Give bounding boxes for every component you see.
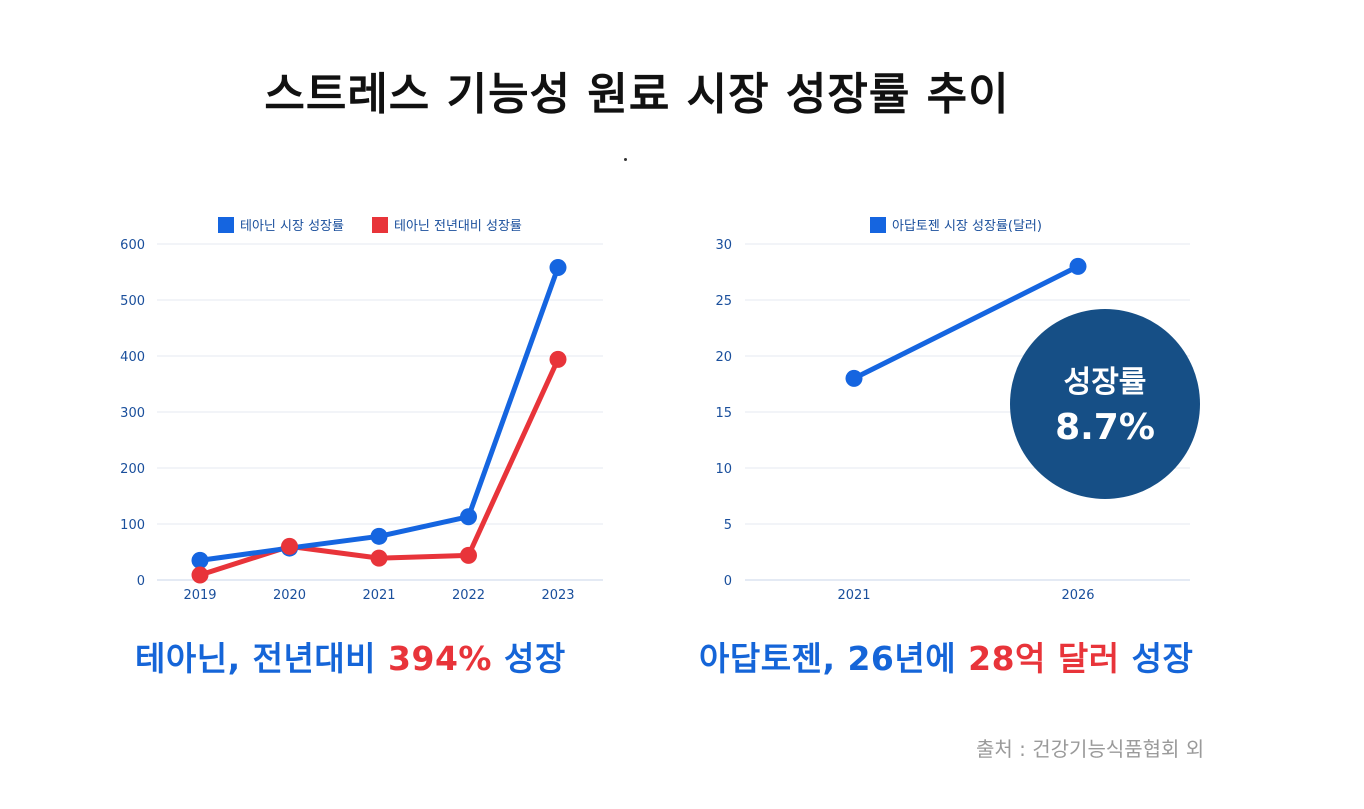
x-tick-label: 2023 (541, 588, 574, 603)
y-tick-label: 10 (715, 462, 732, 477)
caption-left: 테아닌, 전년대비 394% 성장 (135, 632, 566, 680)
data-point (549, 259, 567, 277)
y-tick-label: 20 (715, 350, 732, 365)
y-tick-label: 25 (715, 294, 732, 309)
badge-value: 8.7% (1055, 407, 1155, 448)
data-point (370, 527, 388, 545)
x-tick-label: 2020 (273, 588, 306, 603)
chart-2: 0 5 10 15 20 25 30 2021 2026 아답토젠 시장 성장률(달러) (715, 217, 1190, 603)
legend-swatch (870, 217, 886, 233)
data-point (549, 350, 567, 368)
data-point (1069, 257, 1087, 275)
caption-right-highlight: 28억 달러 (968, 639, 1120, 678)
data-point (191, 551, 209, 569)
y-tick-label: 300 (120, 406, 145, 421)
legend-swatch (218, 217, 234, 233)
caption-left-highlight: 394% (388, 639, 492, 678)
y-tick-label: 200 (120, 462, 145, 477)
badge-label: 성장률 (1063, 365, 1147, 400)
x-tick-label: 2022 (452, 588, 485, 603)
caption-left-suffix: 성장 (492, 639, 566, 678)
y-tick-label: 600 (120, 238, 145, 253)
caption-left-text: 테아닌, 전년대비 (135, 639, 389, 678)
x-tick-label: 2026 (1061, 588, 1094, 603)
data-point (370, 549, 388, 567)
y-tick-label: 500 (120, 294, 145, 309)
y-tick-label: 15 (715, 406, 732, 421)
y-tick-label: 100 (120, 518, 145, 533)
data-point (460, 546, 477, 564)
chart-1: 0 100 200 300 400 500 600 2019 2020 2021 2022 2023 테… (120, 217, 603, 603)
data-point (845, 369, 863, 387)
source-note: 출처 : 건강기능식품협회 외 (976, 737, 1205, 761)
y-tick-label: 5 (724, 518, 732, 533)
page-title: 스트레스 기능성 원료 시장 성장률 추이 (264, 69, 1010, 120)
y-tick-label: 30 (715, 238, 732, 253)
x-tick-label: 2021 (837, 588, 870, 603)
legend-swatch (372, 217, 388, 233)
caption-right-text: 아답토젠, 26년에 (699, 639, 969, 678)
y-tick-label: 0 (724, 574, 732, 589)
legend-label: 테아닌 전년대비 성장률 (394, 219, 522, 234)
caption-right: 아답토젠, 26년에 28억 달러 성장 (699, 632, 1193, 680)
growth-rate-badge: 성장률 8.7% (1010, 309, 1200, 499)
caption-right-suffix: 성장 (1119, 639, 1194, 678)
data-point (460, 508, 477, 526)
series-line (851, 263, 1081, 381)
legend-label: 테아닌 시장 성장률 (240, 219, 344, 234)
data-point (281, 537, 298, 555)
legend-label: 아답토젠 시장 성장률(달러) (892, 219, 1042, 234)
y-tick-label: 0 (137, 574, 145, 589)
y-tick-label: 400 (120, 350, 145, 365)
x-tick-label: 2021 (362, 588, 395, 603)
x-tick-label: 2019 (183, 588, 216, 603)
decorative-dot (624, 158, 627, 161)
data-point (191, 566, 209, 584)
series-line (197, 265, 561, 563)
